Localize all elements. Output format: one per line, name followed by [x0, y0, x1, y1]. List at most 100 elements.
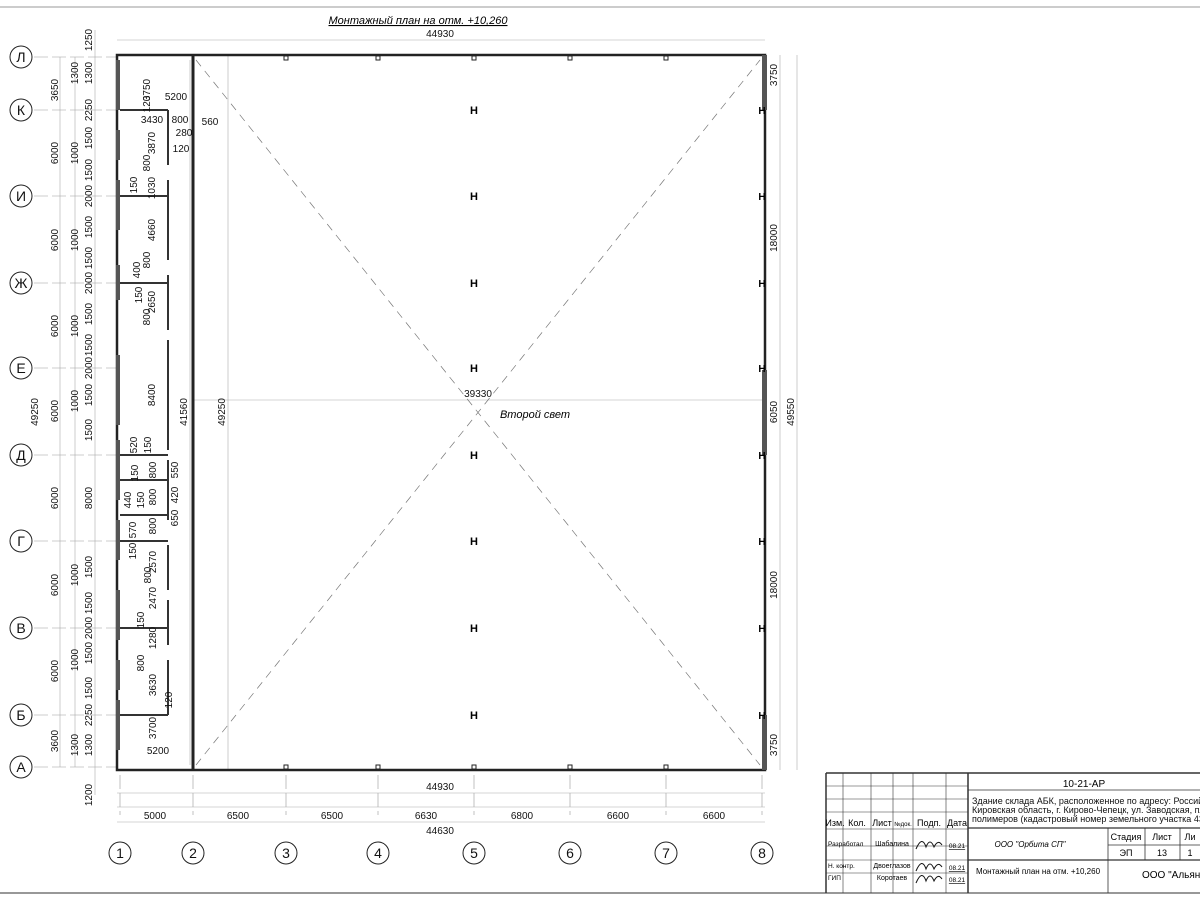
signature — [915, 863, 943, 872]
axis-bubble — [462, 841, 486, 865]
room-dimension: 3700 — [148, 716, 159, 739]
row-axis-label: Е — [16, 360, 25, 376]
column-mark: H — [470, 623, 478, 635]
title-block-header: Подп. — [917, 818, 941, 828]
stage-header: Стадия — [1111, 832, 1142, 842]
room-dimension: 120 — [164, 691, 175, 708]
right-chain-dimension: 3750 — [769, 63, 780, 86]
room-dimension: 150 — [134, 286, 145, 303]
svg-text:H: H — [758, 192, 765, 203]
column-axis-label: 6 — [566, 845, 574, 861]
room-dimension: 150 — [136, 611, 147, 628]
room-dimension: 570 — [128, 521, 139, 538]
room-dimension: 560 — [202, 117, 219, 128]
axis-bubble — [9, 271, 33, 295]
organization-name: ООО "Альяно — [1142, 870, 1200, 881]
left-chain-dimension: 2000 — [84, 271, 95, 294]
axis-bubble — [108, 841, 132, 865]
right-chain-dimension: 3750 — [769, 733, 780, 756]
left-chain-dimension: 1500 — [84, 246, 95, 269]
column-mark: H — [470, 191, 478, 203]
bottom-chain-dimension: 6500 — [227, 811, 250, 822]
column-axis-label: 7 — [662, 845, 670, 861]
room-dimension: 550 — [170, 461, 181, 478]
left-chain-dimension: 1500 — [84, 676, 95, 699]
column-axis-label: 1 — [116, 845, 124, 861]
room-dimension: 5200 — [147, 746, 170, 757]
left-outer-dimension: 6000 — [50, 314, 61, 337]
svg-text:H: H — [758, 364, 765, 375]
left-chain-dimension: 1500 — [84, 383, 95, 406]
room-dimension: 1030 — [147, 176, 158, 199]
project-description: полимеров (кадастровый номер земельного … — [972, 814, 1200, 824]
left-chain-dimension: 1500 — [84, 302, 95, 325]
room-dimension: 650 — [170, 509, 181, 526]
bottom-dimension: 44930 — [426, 782, 454, 793]
room-dimension: 800 — [148, 488, 159, 505]
left-chain-dimension: 1250 — [84, 28, 95, 51]
svg-text:H: H — [758, 537, 765, 548]
axis-bubble — [9, 703, 33, 727]
left-chain-dimension: 2250 — [84, 703, 95, 726]
room-dimension: 800 — [148, 517, 159, 534]
left-chain-dimension: 1500 — [84, 641, 95, 664]
signer-name: Шабалина — [875, 840, 909, 848]
axis-bubble — [181, 841, 205, 865]
column-axis-label: 3 — [282, 845, 290, 861]
axis-bubble — [9, 529, 33, 553]
room-dimension: 420 — [170, 486, 181, 503]
title-block-header: Лист — [872, 818, 892, 828]
title-block: 10-21-АР Здание склада АБК, расположенное… — [825, 772, 1200, 893]
left-inner-dimension: 1000 — [70, 228, 81, 251]
room-dimension: 800 — [142, 251, 153, 268]
left-chain-dimension: 1500 — [84, 418, 95, 441]
column-mark: H — [470, 363, 478, 375]
room-dimension: 400 — [132, 261, 143, 278]
inner-dimension: 41560 — [179, 398, 190, 426]
axis-bubble — [9, 755, 33, 779]
left-outer-dimension: 3650 — [50, 78, 61, 101]
left-inner-dimension: 1000 — [70, 648, 81, 671]
room-dimension: 800 — [142, 308, 153, 325]
room-dimension: 150 — [128, 542, 139, 559]
room-dimension: 2470 — [148, 586, 159, 609]
signer-role: ГИП — [828, 875, 841, 882]
row-axis-label: И — [16, 188, 26, 204]
row-axis-label: Д — [16, 447, 26, 463]
room-dimension: 440 — [123, 491, 134, 508]
room-dimension: 3630 — [148, 673, 159, 696]
title-block-header: №док. — [894, 821, 912, 828]
signature — [915, 841, 943, 850]
room-dimension: 800 — [148, 461, 159, 478]
bottom-chain-dimension: 6500 — [321, 811, 344, 822]
left-chain-dimension: 2000 — [84, 356, 95, 379]
left-outer-dimension: 6000 — [50, 141, 61, 164]
signer-name: Двоеглазов — [873, 863, 910, 870]
left-chain-dimension: 1500 — [84, 215, 95, 238]
svg-text:H: H — [758, 624, 765, 635]
left-outer-dimension: 3600 — [50, 729, 61, 752]
left-inner-dimension: 1000 — [70, 141, 81, 164]
axis-bubble — [9, 184, 33, 208]
axis-bubble — [9, 616, 33, 640]
sheets-value: 1 — [1187, 848, 1192, 858]
left-inner-dimension: 1000 — [70, 314, 81, 337]
svg-text:H: H — [758, 451, 765, 462]
row-axis-label: Л — [16, 49, 25, 65]
svg-text:H: H — [758, 279, 765, 290]
bottom-total-dimension: 44630 — [426, 826, 454, 837]
axis-bubble — [750, 841, 774, 865]
bottom-chain-dimension: 5000 — [144, 811, 167, 822]
row-axis-label: А — [16, 759, 26, 775]
sheet-title: Монтажный план на отм. +10,260 — [976, 867, 1101, 876]
left-inner-dimension: 1300 — [70, 61, 81, 84]
room-dimension: 3750 — [142, 78, 153, 101]
left-chain-dimension: 1500 — [84, 555, 95, 578]
left-chain-dimension: 2250 — [84, 98, 95, 121]
svg-text:H: H — [758, 711, 765, 722]
left-chain-dimension: 1500 — [84, 333, 95, 356]
column-mark: H — [470, 450, 478, 462]
left-outer-dimension: 6000 — [50, 486, 61, 509]
room-dimension: 3430 — [141, 115, 164, 126]
drawing-title: Монтажный план на отм. +10,260 — [329, 15, 509, 27]
